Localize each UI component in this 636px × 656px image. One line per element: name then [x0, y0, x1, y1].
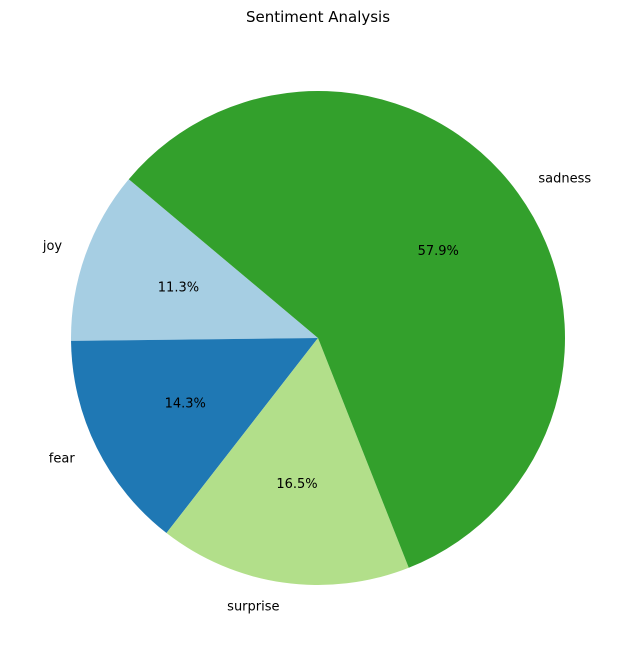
- pie-slice-sadness: [128, 91, 565, 568]
- pie-category-label-joy: joy: [42, 239, 63, 254]
- pie-labels: 11.3% joy 14.3% fear 16.5% surprise 57.9% sadne…: [42, 172, 592, 615]
- pie-slice-fear: [71, 338, 319, 534]
- pie-slice-joy: [71, 179, 318, 341]
- chart-title: Sentiment Analysis: [246, 8, 390, 26]
- pie-percent-label-sadness: 57.9%: [418, 244, 459, 259]
- pie-percent-label-joy: 11.3%: [158, 281, 199, 296]
- pie-category-label-sadness: sadness: [538, 172, 591, 187]
- pie-category-label-fear: fear: [49, 451, 76, 466]
- pie-category-label-surprise: surprise: [227, 599, 279, 614]
- pie-slices: [71, 91, 565, 586]
- pie-slice-surprise: [166, 338, 409, 586]
- pie-percent-label-surprise: 16.5%: [276, 477, 317, 492]
- pie-percent-label-fear: 14.3%: [165, 396, 206, 411]
